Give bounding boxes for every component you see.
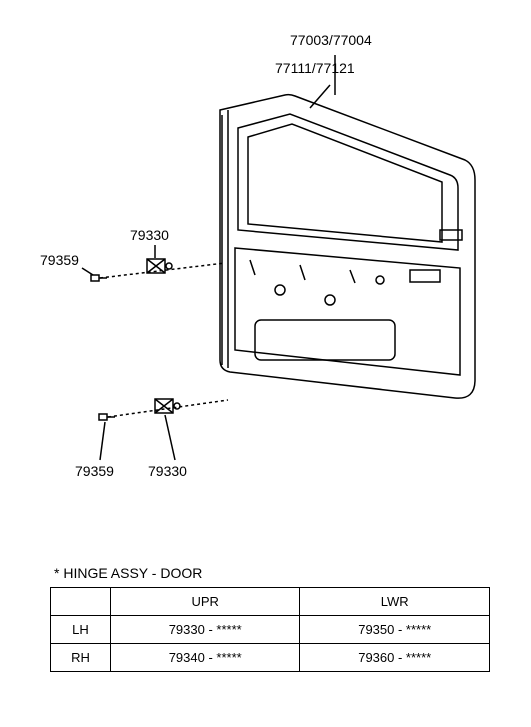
th-lwr: LWR [300, 588, 490, 616]
diagram-area: 77003/77004 77111/77121 79330 79359 7933… [0, 0, 531, 540]
hinge-table-container: * HINGE ASSY - DOOR UPR LWR LH 79330 - *… [50, 565, 490, 672]
cell-lwr: 79350 - ***** [300, 616, 490, 644]
table-row: RH 79340 - ***** 79360 - ***** [51, 644, 490, 672]
table-header-row: UPR LWR [51, 588, 490, 616]
cell-lwr: 79360 - ***** [300, 644, 490, 672]
callout-bolt-lower: 79359 [75, 463, 114, 479]
table-title: * HINGE ASSY - DOOR [50, 565, 490, 581]
callout-hinge-upper: 79330 [130, 227, 169, 243]
callout-bolt-upper: 79359 [40, 252, 79, 268]
cell-side: LH [51, 616, 111, 644]
cell-upr: 79330 - ***** [110, 616, 300, 644]
cell-upr: 79340 - ***** [110, 644, 300, 672]
callout-77003: 77003/77004 [290, 32, 372, 48]
table-row: LH 79330 - ***** 79350 - ***** [51, 616, 490, 644]
callout-hinge-lower: 79330 [148, 463, 187, 479]
hinge-table: UPR LWR LH 79330 - ***** 79350 - ***** R… [50, 587, 490, 672]
door-diagram-svg [0, 0, 531, 540]
cell-side: RH [51, 644, 111, 672]
callout-77111: 77111/77121 [275, 60, 355, 76]
th-blank [51, 588, 111, 616]
th-upr: UPR [110, 588, 300, 616]
